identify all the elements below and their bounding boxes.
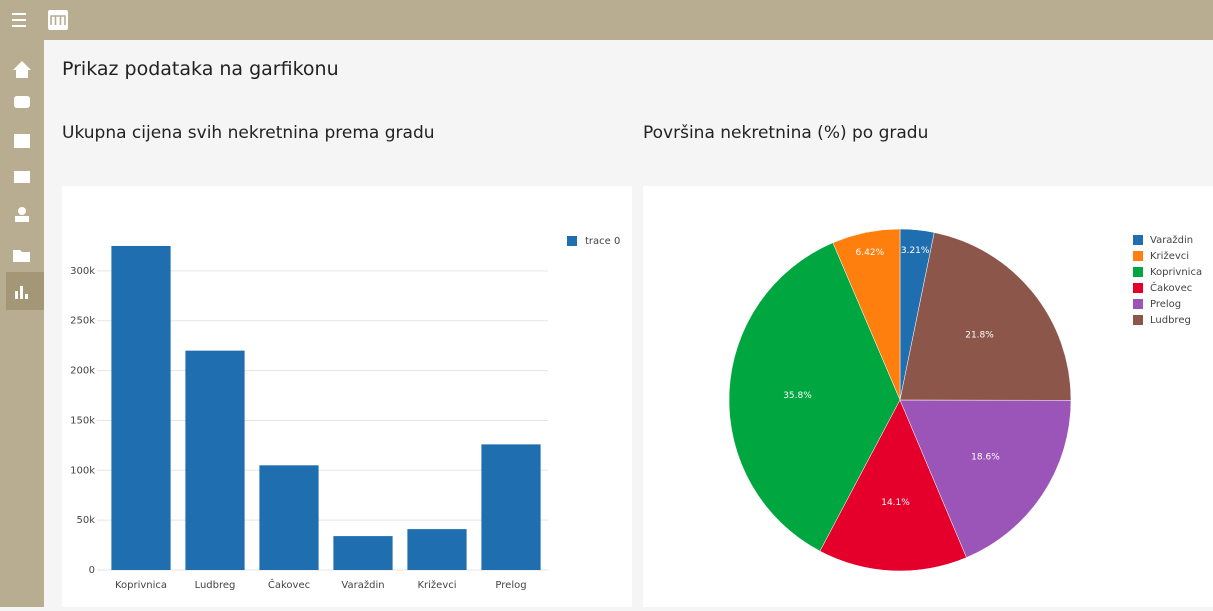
- top-bar: [0, 0, 1213, 40]
- pie-slice: [819, 399, 967, 572]
- slice-label: 21.8%: [965, 331, 994, 341]
- legend-label: Koprivnica: [1150, 267, 1202, 278]
- y-tick-label: 100k: [70, 465, 95, 476]
- legend-swatch: [1133, 251, 1143, 261]
- x-tick-label: Čakovec: [268, 578, 310, 591]
- y-tick-label: 200k: [70, 366, 95, 377]
- x-tick-label: Križevci: [417, 579, 456, 591]
- y-tick-label: 300k: [70, 266, 95, 277]
- slice-label: 35.8%: [783, 391, 812, 401]
- legend-swatch: [1133, 315, 1143, 325]
- slice-label: 3.21%: [901, 246, 930, 256]
- pie-chart: 3.21% Varaždin 6.42% Križevci 35.8% Koprivnic…: [728, 228, 1202, 572]
- chart-title: Ukupna cijena svih nekretnina prema grad…: [62, 123, 435, 143]
- chart-icon: [15, 286, 28, 299]
- slice-label: 14.1%: [881, 498, 910, 508]
- y-tick-label: 250k: [70, 316, 95, 327]
- slice-label: 18.6%: [971, 452, 1000, 462]
- bar: [407, 529, 467, 570]
- bar: [185, 350, 245, 570]
- y-tick-label: 50k: [76, 515, 95, 526]
- bus-icon[interactable]: [14, 96, 30, 108]
- pie-slice: [899, 232, 1072, 401]
- x-tick-label: Varaždin: [341, 579, 384, 591]
- bar-chart: 0 50k 100k 150k 200k 250k 300k Koprivnica Ludbre…: [70, 236, 620, 591]
- x-tick-label: Koprivnica: [115, 580, 167, 591]
- menu-icon[interactable]: [12, 13, 26, 27]
- sidebar: [0, 40, 44, 607]
- home-icon[interactable]: [13, 61, 31, 78]
- bar: [111, 245, 171, 570]
- legend-swatch: [1133, 267, 1143, 277]
- folder-icon[interactable]: [13, 250, 30, 262]
- top-icons: [12, 10, 68, 30]
- pie-slice: [728, 242, 901, 552]
- legend-swatch: [1133, 283, 1143, 293]
- legend-label: Varaždin: [1150, 234, 1193, 246]
- legend-label: Prelog: [1150, 299, 1181, 310]
- y-tick-label: 0: [89, 565, 95, 576]
- bar: [481, 444, 541, 570]
- bar: [259, 465, 319, 570]
- legend-label: Križevci: [1150, 250, 1189, 262]
- legend-label: Ludbreg: [1150, 315, 1191, 326]
- logo[interactable]: [48, 10, 68, 30]
- active-item[interactable]: [6, 272, 44, 310]
- bar: [333, 536, 393, 570]
- legend-swatch: [567, 236, 577, 246]
- legend-label: Čakovec: [1150, 281, 1192, 294]
- calendar-icon[interactable]: [14, 134, 30, 148]
- sidebar-icons: [6, 61, 44, 310]
- x-tick-label: Ludbreg: [195, 580, 236, 591]
- page-title: Prikaz podataka na garfikonu: [62, 58, 339, 80]
- legend-swatch: [1133, 299, 1143, 309]
- x-tick-label: Prelog: [495, 580, 526, 591]
- chart-title: Površina nekretnina (%) po gradu: [643, 123, 929, 143]
- briefcase-icon[interactable]: [14, 171, 30, 183]
- y-tick-label: 150k: [70, 415, 95, 426]
- slice-label: 6.42%: [856, 248, 885, 258]
- pie-slice: [899, 399, 1072, 558]
- user-icon[interactable]: [18, 207, 26, 215]
- legend-label: trace 0: [585, 236, 620, 247]
- legend-swatch: [1133, 235, 1143, 245]
